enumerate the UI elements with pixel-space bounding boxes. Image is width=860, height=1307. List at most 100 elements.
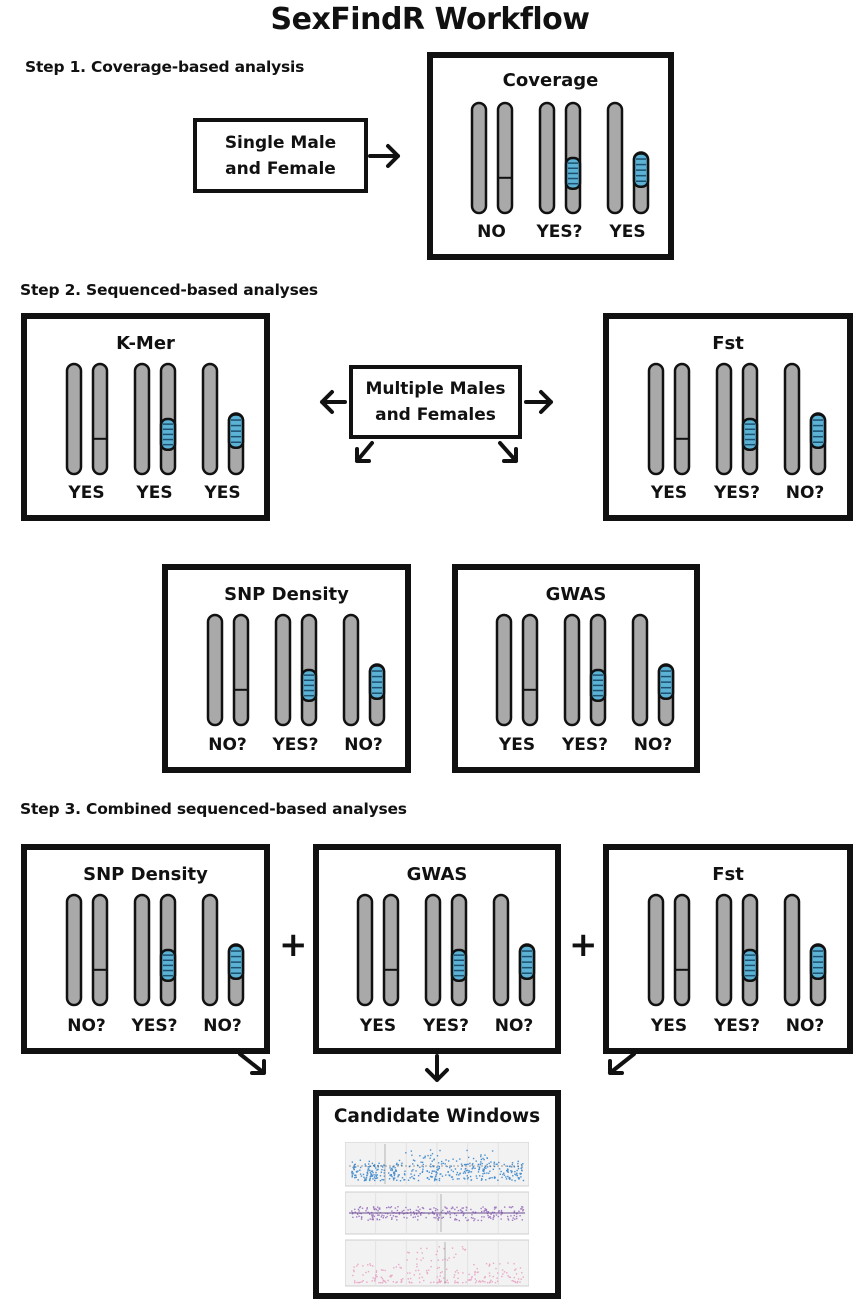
snp-density-combined-panel: SNP Density NO? YES? NO? [21,844,270,1054]
gwas-panel: GWAS YES YES? NO? [452,564,700,773]
chromosome-icon [606,101,623,215]
xy-pair-old [201,362,244,476]
sex-region-band [632,152,649,189]
step2-heading: Step 2. Sequenced-based analyses [20,281,318,299]
sex-region-band [227,413,244,450]
chromosome-icon [470,101,487,215]
sex-region-band [564,156,581,191]
kmer-title: K-Mer [116,333,175,354]
chromosome-icon [495,613,513,727]
chromosome-icon [715,893,733,1007]
verdict-label: YES? [422,1016,470,1036]
step1-heading: Step 1. Coverage-based analysis [25,58,305,76]
chromosome-icon [382,893,400,1007]
snp-density-title: SNP Density [224,584,349,605]
sex-region-band [741,948,759,983]
xy-pair-old [492,893,536,1007]
verdict-label: YES? [131,1016,178,1036]
verdict-label: NO? [203,1016,242,1036]
verdict-label: NO? [633,735,673,755]
sex-region-band [809,944,827,981]
sex-region-band [159,417,176,452]
chromosome-pairs [647,893,827,1007]
arrow-down-left-icon [608,1052,636,1075]
chromosome-icon [563,613,581,727]
chromosome-icon [783,893,801,1007]
verdict-label: YES? [713,483,761,503]
chromosome-icon [783,362,801,476]
sex-region-band [368,664,385,701]
verdict-label: YES? [536,222,583,242]
xy-pair-old [783,362,827,476]
chromosome-icon [424,893,442,1007]
arrow-down-right-icon [238,1052,266,1075]
step3-heading: Step 3. Combined sequenced-based analyse… [20,800,407,818]
chromosome-icon [356,893,374,1007]
kmer-panel: K-Mer YES YES YES [21,313,270,521]
sex-region-band [159,948,176,983]
verdict-label: NO? [208,735,247,755]
verdict-label: YES [650,483,688,503]
verdict-label: YES [650,1016,688,1036]
xy-pair-young [563,613,607,727]
gwas-title: GWAS [545,584,607,605]
coverage-title: Coverage [502,70,599,91]
chromosome-icon [496,101,513,215]
verdict-label: YES? [272,735,319,755]
mini-plot-1 [345,1142,529,1187]
sex-region-band [227,944,244,981]
chromosome-icon [201,893,218,1007]
verdict-label: NO? [344,735,383,755]
chromosome-icon [133,362,150,476]
single-male-female-box: Single Male and Female [193,118,368,193]
chromosome-icon [631,613,649,727]
fst-panel: Fst YES YES? NO? [603,313,853,521]
verdict-label: NO? [67,1016,106,1036]
arrow-left-icon [320,390,347,414]
fst-combined-panel: Fst YES YES? NO? [603,844,853,1054]
arrow-right-icon [524,390,553,414]
sex-region-band [450,948,468,983]
sex-region-band [518,944,536,981]
chromosome-pairs [647,362,827,476]
chromosome-pairs [356,893,536,1007]
chromosome-pairs [65,893,244,1007]
sex-region-band [589,668,607,703]
verdict-label: YES [359,1016,397,1036]
chromosome-icon [91,362,108,476]
chromosome-icon [538,101,555,215]
verdict-label: YES [68,483,105,503]
xy-pair-old [201,893,244,1007]
single-male-female-label: Single Male and Female [224,132,337,179]
verdict-label: YES [204,483,241,503]
gwas-combined-panel: GWAS YES YES? NO? [313,844,561,1054]
chromosome-icon [492,893,510,1007]
xy-pair-old [606,101,649,215]
chromosome-pairs [470,101,649,215]
chromosome-pairs [495,613,675,727]
verdict-label: YES? [713,1016,761,1036]
multiple-males-females-box: Multiple Males and Females [349,365,522,439]
chromosome-icon [206,613,223,727]
autosome-pair [65,893,108,1007]
verdict-label: NO? [785,483,825,503]
chromosome-icon [673,893,691,1007]
plus-sign-1: + [279,925,308,965]
chromosome-icon [65,893,82,1007]
candidate-windows-plots [345,1142,529,1287]
autosome-pair [356,893,400,1007]
verdict-label: YES [136,483,173,503]
xy-pair-old [783,893,827,1007]
chromosome-pairs [65,362,244,476]
sex-region-band [809,413,827,450]
autosome-pair [470,101,513,215]
sex-region-band [741,417,759,452]
chromosome-icon [232,613,249,727]
fst-title: Fst [712,333,744,354]
verdict-label: NO? [785,1016,825,1036]
xy-pair-old [631,613,675,727]
xy-pair-young [133,362,176,476]
fst-combined-title: Fst [712,864,744,885]
plus-sign-2: + [569,925,598,965]
